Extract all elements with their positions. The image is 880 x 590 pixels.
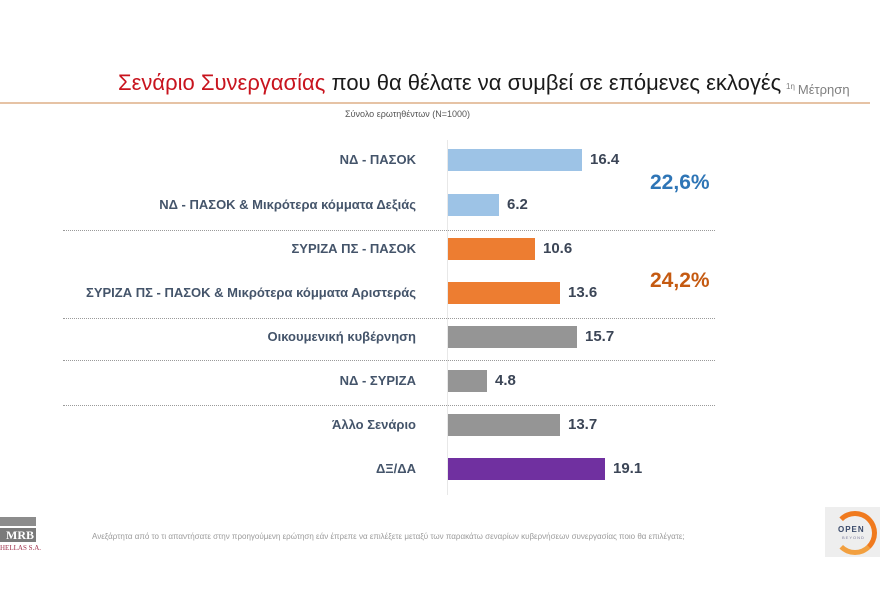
bar-row: ΝΔ - ΠΑΣΟΚ 16.4 bbox=[0, 149, 880, 171]
group-divider bbox=[63, 318, 715, 319]
bar-value-label: 4.8 bbox=[495, 372, 516, 389]
measurement-text: Μέτρηση bbox=[797, 82, 850, 97]
bar bbox=[448, 370, 487, 392]
title-highlight: Σενάριο Συνεργασίας bbox=[118, 70, 326, 95]
bar-row: ΔΞ/ΔΑ 19.1 bbox=[0, 458, 880, 480]
bar-value-label: 15.7 bbox=[585, 328, 615, 345]
mrb-logo-subtext: HELLAS S.A. bbox=[0, 544, 42, 552]
bar-category-label: Άλλο Σενάριο bbox=[331, 417, 416, 432]
bar-value-label: 13.7 bbox=[568, 416, 598, 433]
group-divider bbox=[63, 230, 715, 231]
bar-row: ΣΥΡΙΖΑ ΠΣ - ΠΑΣΟΚ 10.6 bbox=[0, 238, 880, 260]
bar-category-label: ΔΞ/ΔΑ bbox=[375, 461, 416, 476]
mrb-logo: MRB HELLAS S.A. bbox=[0, 517, 42, 557]
bar-category-label: Οικουμενική κυβέρνηση bbox=[267, 329, 416, 344]
bar-row: ΣΥΡΙΖΑ ΠΣ - ΠΑΣΟΚ & Μικρότερα κόμματα Αρ… bbox=[0, 282, 880, 304]
chart-title: Σενάριο Συνεργασίας που θα θέλατε να συμ… bbox=[118, 70, 781, 96]
open-logo-ring-icon bbox=[833, 511, 877, 555]
group-divider bbox=[63, 405, 715, 406]
bar-value-label: 6.2 bbox=[507, 196, 528, 213]
bar-row: Οικουμενική κυβέρνηση 15.7 bbox=[0, 326, 880, 348]
bar bbox=[448, 326, 577, 348]
bar-value-label: 10.6 bbox=[543, 240, 573, 257]
open-logo-text: OPEN bbox=[838, 525, 865, 534]
bar-category-label: ΝΔ - ΠΑΣΟΚ & Μικρότερα κόμματα Δεξιάς bbox=[159, 197, 416, 212]
open-logo-subtext: BEYOND bbox=[842, 535, 865, 540]
group-total-syriza-pasok: 24,2% bbox=[650, 269, 710, 292]
bar-row: ΝΔ - ΠΑΣΟΚ & Μικρότερα κόμματα Δεξιάς 6.2 bbox=[0, 194, 880, 216]
mrb-logo-band bbox=[0, 517, 36, 526]
bar-value-label: 19.1 bbox=[613, 460, 643, 477]
bar bbox=[448, 414, 560, 436]
title-rest: που θα θέλατε να συμβεί σε επόμενες εκλο… bbox=[325, 70, 782, 95]
bar-category-label: ΝΔ - ΣΥΡΙΖΑ bbox=[339, 373, 416, 388]
bar-row: ΝΔ - ΣΥΡΙΖΑ 4.8 bbox=[0, 370, 880, 392]
bar-category-label: ΣΥΡΙΖΑ ΠΣ - ΠΑΣΟΚ & Μικρότερα κόμματα Αρ… bbox=[86, 285, 416, 300]
y-axis-line bbox=[447, 140, 448, 495]
mrb-logo-text: MRB bbox=[0, 528, 36, 542]
group-total-nd-pasok: 22,6% bbox=[650, 171, 710, 194]
bar bbox=[448, 194, 499, 216]
bar-value-label: 16.4 bbox=[590, 151, 620, 168]
bar bbox=[448, 238, 535, 260]
bar bbox=[448, 282, 560, 304]
bar-value-label: 13.6 bbox=[568, 284, 598, 301]
bar-category-label: ΣΥΡΙΖΑ ΠΣ - ΠΑΣΟΚ bbox=[291, 241, 416, 256]
bar-category-label: ΝΔ - ΠΑΣΟΚ bbox=[339, 152, 416, 167]
bar bbox=[448, 458, 605, 480]
chart-subtitle: Σύνολο ερωτηθέντων (N=1000) bbox=[345, 109, 471, 119]
bar-row: Άλλο Σενάριο 13.7 bbox=[0, 414, 880, 436]
open-tv-logo: OPEN BEYOND bbox=[825, 507, 880, 557]
group-divider bbox=[63, 360, 715, 361]
title-divider bbox=[0, 102, 870, 104]
measurement-label: 1η Μέτρηση bbox=[786, 82, 850, 97]
measurement-number: 1η bbox=[786, 82, 795, 91]
question-footnote: Ανεξάρτητα από το τι απαντήσατε στην προ… bbox=[92, 532, 685, 541]
bar bbox=[448, 149, 582, 171]
